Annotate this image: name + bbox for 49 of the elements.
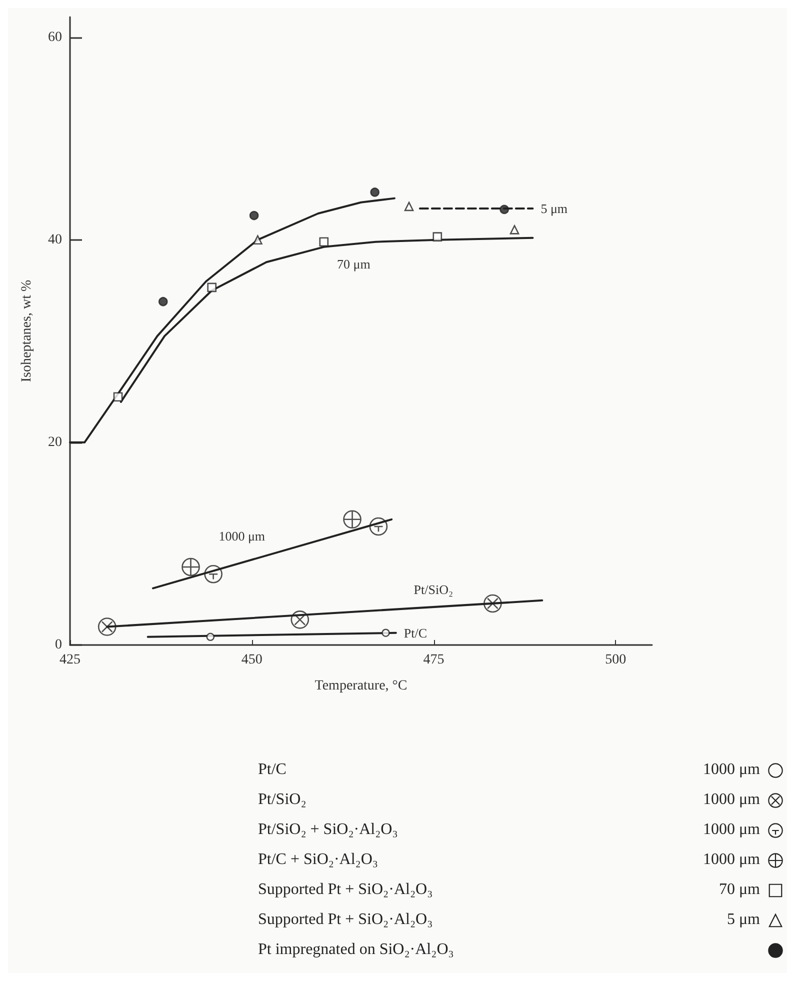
annotation: Pt/SiO₂ [414,582,453,597]
point [369,517,388,536]
text: Supported Pt + SiO₂·Al₂O₃ [258,911,434,929]
point [249,210,259,220]
text: 70 μm [718,881,760,899]
point [370,188,380,197]
point [510,225,520,234]
line-series [69,197,396,444]
y-axis-title: Isoheptanes, wt % [20,280,34,382]
point [500,204,509,214]
x-tick-label: 425 [60,652,80,668]
annotation: 5 μm [540,200,568,216]
point [98,618,116,636]
point [204,564,222,584]
point [432,232,442,242]
point [253,235,262,244]
text: 5 μm [726,911,760,929]
annotation: 1000 μm [218,528,266,544]
point [207,282,217,292]
y-tick-label: 20 [48,434,62,450]
y-tick-label: 40 [48,232,62,248]
y-tick-label: 0 [55,638,62,652]
x-axis-title: Temperature, °C [314,678,408,694]
point [484,594,502,613]
text: 1000 μm [702,851,760,869]
y-tick-label: 60 [48,30,62,45]
x-tick-label: 500 [605,652,626,668]
text: Pt/SiO₂ + SiO₂·Al₂O₃ [258,821,399,839]
annotation: Pt/C [404,625,428,640]
point [382,628,390,637]
text: Pt/SiO₂ [258,791,308,809]
x-tick-label: 450 [241,652,262,668]
text: Pt/C [258,761,288,779]
text: Pt impregnated on SiO₂·Al₂O₃ [258,941,455,959]
point [319,237,329,247]
point [404,202,414,212]
point [290,610,310,629]
point [158,296,168,306]
text: Pt/C + SiO₂·Al₂O₃ [258,851,379,869]
x-tick-label: 475 [423,652,444,668]
point [206,632,215,642]
point [343,510,362,529]
annotation: 70 μm [337,256,370,272]
point [182,558,200,576]
text: 1000 μm [702,761,760,779]
text: 1000 μm [702,791,760,809]
text: 1000 μm [702,821,760,839]
text: Supported Pt + SiO₂·Al₂O₃ [258,881,434,899]
point [113,392,123,402]
